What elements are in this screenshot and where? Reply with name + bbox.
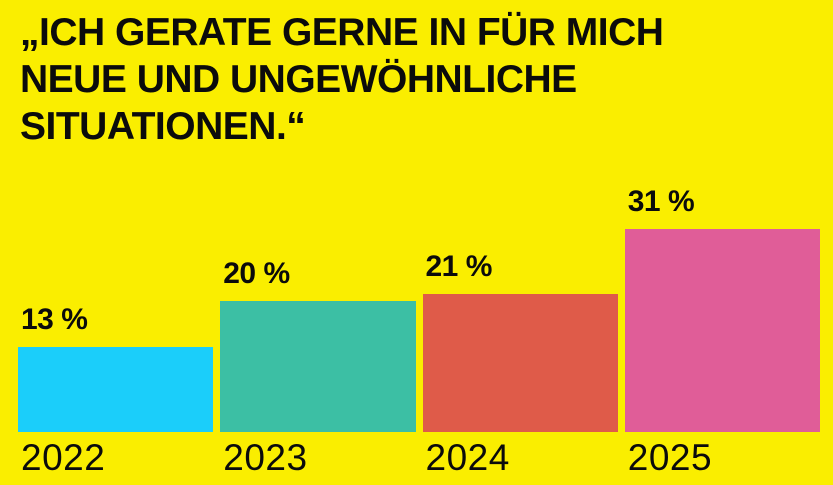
- value-label-2023: 20 %: [223, 257, 290, 290]
- chart-title-line-3: SITUATIONEN.“: [20, 104, 306, 148]
- bar-chart-plot-area: 13 % 2022 20 % 2023 21 % 2024 31 % 2025: [18, 185, 820, 479]
- axis-tick-label-2022: 2022: [21, 437, 106, 478]
- bar-chart: 13 % 2022 20 % 2023 21 % 2024 31 % 2025: [18, 185, 820, 479]
- bar-group-2022: 13 % 2022: [18, 303, 214, 479]
- bar-group-2024: 21 % 2024: [422, 250, 618, 479]
- axis-tick-label-2025: 2025: [627, 437, 713, 478]
- chart-title-line-2: NEUE UND UNGEWÖHNLICHE: [20, 57, 577, 101]
- bar-2025: [624, 229, 820, 432]
- bar-group-2023: 20 % 2023: [220, 257, 416, 479]
- value-label-2022: 13 %: [21, 303, 88, 336]
- bar-2024: [422, 294, 618, 432]
- value-label-2024: 21 %: [425, 250, 493, 283]
- axis-tick-label-2024: 2024: [425, 437, 510, 478]
- axis-tick-label-2023: 2023: [223, 437, 308, 478]
- chart-title: „ICH GERATE GERNE IN FÜR MICH NEUE UND U…: [20, 10, 813, 150]
- bar-group-2025: 31 % 2025: [624, 185, 820, 479]
- value-label-2025: 31 %: [627, 185, 695, 218]
- bar-2023: [220, 301, 416, 432]
- bar-2022: [18, 347, 214, 432]
- chart-title-line-1: „ICH GERATE GERNE IN FÜR MICH: [20, 11, 664, 54]
